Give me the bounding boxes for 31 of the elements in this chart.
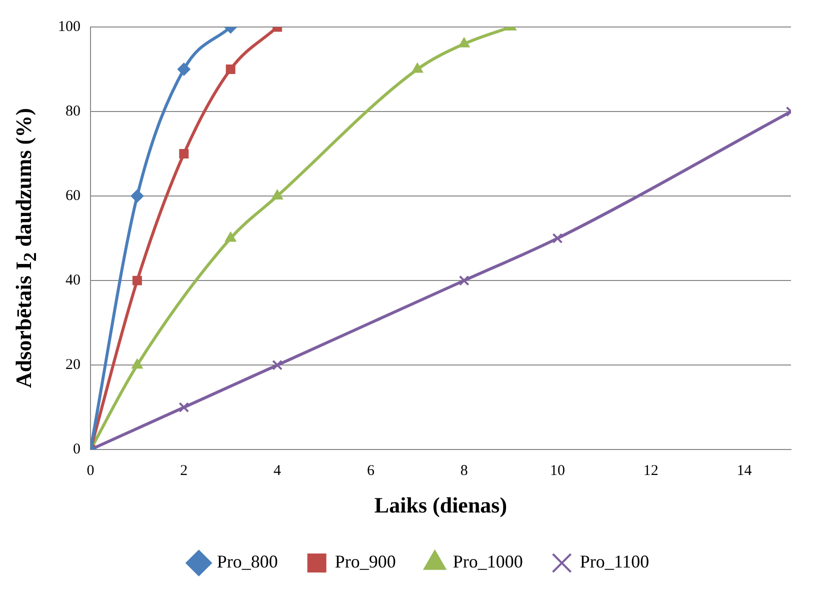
x-tick-label: 4 [274, 463, 282, 480]
x-tick-label: 14 [736, 463, 752, 480]
point [132, 358, 143, 369]
point [458, 275, 470, 286]
x-tick-label: 0 [86, 463, 94, 480]
y-tick-label: 20 [66, 357, 80, 374]
point [177, 62, 190, 76]
point [132, 276, 142, 286]
point [179, 149, 189, 159]
y-tick-label: 40 [66, 272, 80, 288]
x-tick-label: 10 [550, 463, 565, 480]
point [130, 190, 144, 203]
x-tick-label: 2 [180, 463, 188, 480]
legend-label: Pro_800 [216, 552, 278, 572]
point [178, 402, 190, 413]
x-tick-label: 12 [643, 463, 658, 480]
point [272, 190, 283, 200]
legend-label: Pro_900 [334, 552, 396, 572]
point [272, 360, 283, 370]
x-tick-label: 6 [366, 463, 375, 480]
legend-label: Pro_1100 [580, 552, 650, 572]
y-tick-label: 80 [66, 103, 80, 120]
legend-label: Pro_1000 [452, 552, 523, 572]
x-tick-label: 8 [460, 463, 468, 480]
point [552, 233, 563, 244]
y-tick-label: 100 [58, 18, 80, 35]
y-tick-label: 0 [73, 442, 80, 458]
y-tick-label: 60 [66, 188, 80, 204]
point [226, 64, 236, 74]
x-axis-title: Laiks (dienas) [374, 492, 508, 518]
point [224, 232, 236, 242]
